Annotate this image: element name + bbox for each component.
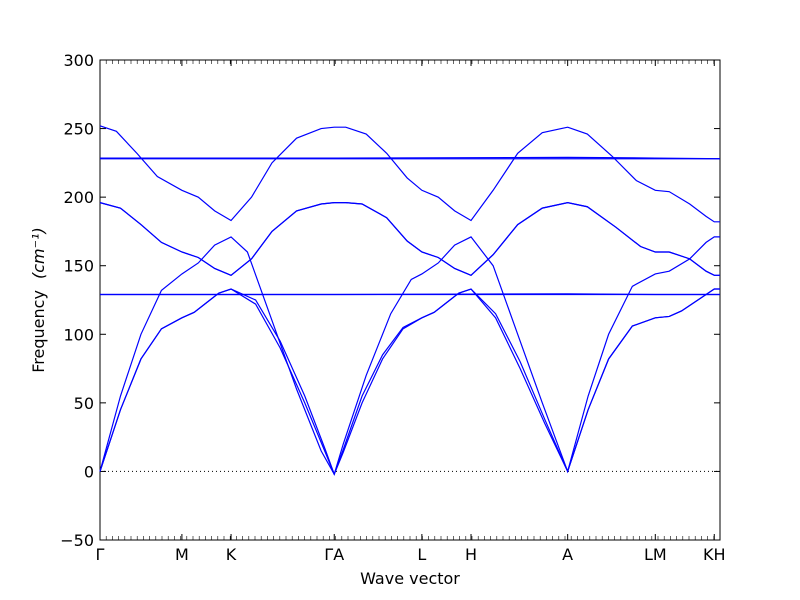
y-tick-label: 100 — [63, 325, 94, 344]
x-tick-label: ΓA — [324, 545, 344, 564]
x-tick-label: L — [417, 545, 426, 564]
x-tick-label: KH — [703, 545, 726, 564]
plot-frame — [99, 59, 721, 541]
phonon-bands — [99, 125, 721, 476]
plot-area: −50 0 50 100 150 200 250 300 Γ M K ΓA L H A LM KH — [60, 51, 725, 564]
band-7 — [99, 202, 720, 277]
x-tick-label: A — [562, 545, 573, 564]
y-tick-label: 300 — [63, 51, 94, 70]
band-6 — [99, 202, 720, 277]
band-10 — [99, 125, 720, 223]
band-3 — [99, 236, 720, 476]
y-tick-label: 0 — [84, 462, 94, 481]
band-5 — [100, 293, 720, 296]
y-axis-ticks: −50 0 50 100 150 200 250 300 — [60, 51, 720, 550]
y-tick-label: 150 — [63, 257, 94, 276]
y-tick-label: 250 — [63, 120, 94, 139]
x-tick-label: M — [175, 545, 189, 564]
x-axis-ticks: Γ M K ΓA L H A LM KH — [96, 60, 726, 564]
x-tick-label: K — [226, 545, 237, 564]
y-tick-label: −50 — [60, 531, 94, 550]
x-tick-label: H — [465, 545, 477, 564]
x-tick-label: LM — [644, 545, 667, 564]
x-axis-label: Wave vector — [360, 569, 460, 588]
y-axis-label: Frequency (cm⁻¹) — [29, 227, 48, 372]
y-axis-label-unit: (cm⁻¹) — [29, 227, 48, 279]
minor-ticks — [105, 60, 715, 540]
band-1 — [99, 288, 720, 476]
y-tick-label: 50 — [74, 394, 94, 413]
y-tick-label: 200 — [63, 188, 94, 207]
band-9 — [100, 156, 721, 160]
band-2 — [99, 288, 720, 476]
x-tick-label: Γ — [96, 545, 105, 564]
y-axis-label-text: Frequency — [29, 290, 48, 373]
